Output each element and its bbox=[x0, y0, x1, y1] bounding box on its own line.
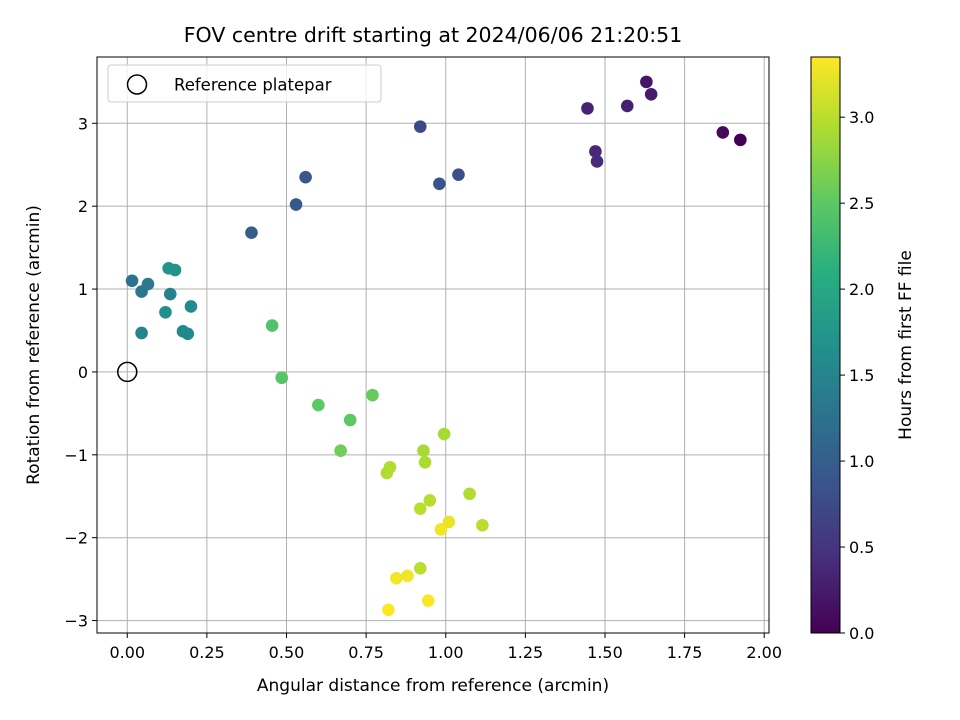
data-point bbox=[141, 277, 155, 291]
data-point bbox=[125, 274, 139, 288]
x-tick-label: 0.00 bbox=[109, 643, 145, 662]
colorbar-tick-label: 0.0 bbox=[849, 624, 874, 643]
chart-title: FOV centre drift starting at 2024/06/06 … bbox=[184, 23, 683, 47]
legend: Reference platepar bbox=[107, 64, 382, 103]
reference-marker-layer bbox=[117, 361, 138, 383]
colorbar-tick-label: 2.5 bbox=[849, 194, 874, 213]
colorbar-label: Hours from first FF file bbox=[896, 250, 916, 440]
data-point bbox=[312, 398, 325, 412]
data-point bbox=[275, 371, 289, 385]
data-point bbox=[589, 145, 602, 158]
colorbar-tick-label: 1.5 bbox=[849, 366, 874, 385]
data-point bbox=[176, 325, 190, 338]
data-point bbox=[716, 126, 730, 139]
data-point bbox=[581, 102, 594, 115]
data-point bbox=[299, 170, 312, 184]
data-point bbox=[413, 120, 427, 133]
colorbar: 0.0 0.5 1.0 1.5 2.0 2.5 3.0 Hours from first F… bbox=[810, 56, 916, 643]
y-tick-label: 0 bbox=[78, 363, 88, 382]
data-point bbox=[334, 444, 347, 457]
data-point bbox=[417, 444, 430, 457]
data-point bbox=[452, 168, 465, 181]
data-point bbox=[163, 287, 177, 301]
y-tick-label: 1 bbox=[78, 280, 88, 299]
data-point bbox=[418, 455, 432, 469]
x-axis-label: Angular distance from reference (arcmin) bbox=[257, 676, 609, 696]
data-point bbox=[640, 75, 653, 89]
grid-lines bbox=[97, 57, 769, 633]
y-tick-label: −3 bbox=[64, 612, 88, 631]
x-tick-label: 0.50 bbox=[269, 643, 305, 662]
data-point bbox=[476, 518, 489, 532]
data-point bbox=[734, 133, 747, 147]
data-point bbox=[590, 155, 604, 168]
reference-platepar-marker bbox=[117, 361, 138, 383]
data-point bbox=[159, 305, 172, 319]
data-point bbox=[413, 562, 427, 575]
data-point bbox=[421, 594, 435, 607]
y-axis-label: Rotation from reference (arcmin) bbox=[24, 205, 44, 485]
data-point bbox=[423, 494, 437, 507]
y-tick-label: 3 bbox=[78, 114, 88, 133]
data-point bbox=[380, 466, 394, 480]
data-point bbox=[434, 523, 448, 536]
data-point bbox=[382, 603, 395, 617]
colorbar-gradient bbox=[811, 57, 840, 633]
x-tick-label: 1.00 bbox=[428, 643, 464, 662]
plot-area bbox=[97, 57, 769, 633]
x-tick-label: 2.00 bbox=[746, 643, 782, 662]
data-point bbox=[437, 427, 451, 441]
data-point bbox=[184, 300, 198, 313]
data-point bbox=[442, 515, 456, 529]
data-point bbox=[390, 572, 403, 585]
colorbar-frame bbox=[810, 56, 841, 634]
data-point bbox=[265, 319, 279, 332]
colorbar-tick-label: 0.5 bbox=[849, 538, 874, 557]
data-point bbox=[620, 99, 634, 113]
data-point bbox=[135, 326, 148, 340]
colorbar-ticks: 0.0 0.5 1.0 1.5 2.0 2.5 3.0 bbox=[840, 108, 874, 643]
data-point bbox=[245, 226, 258, 240]
legend-open-circle-icon bbox=[126, 74, 148, 95]
y-axis: −3 −2 −1 0 1 2 3 bbox=[64, 114, 97, 631]
y-tick-label: −2 bbox=[64, 529, 88, 548]
colorbar-tick-label: 3.0 bbox=[849, 108, 874, 127]
legend-entry: Reference platepar bbox=[174, 76, 332, 95]
colorbar-tick-label: 1.0 bbox=[849, 452, 874, 471]
data-point bbox=[343, 413, 357, 427]
data-point bbox=[644, 87, 658, 101]
x-tick-label: 0.25 bbox=[189, 643, 225, 662]
data-points bbox=[125, 75, 747, 617]
x-tick-label: 0.75 bbox=[348, 643, 384, 662]
x-tick-label: 1.50 bbox=[587, 643, 623, 662]
x-tick-label: 1.25 bbox=[508, 643, 544, 662]
y-tick-label: 2 bbox=[78, 197, 88, 216]
data-point bbox=[413, 502, 427, 515]
data-point bbox=[366, 388, 379, 402]
x-tick-label: 1.75 bbox=[667, 643, 703, 662]
plot-frame bbox=[96, 56, 770, 634]
x-axis: 0.00 0.25 0.50 0.75 1.00 1.25 1.50 1.75 2.00 bbox=[109, 633, 782, 662]
y-tick-label: −1 bbox=[64, 446, 88, 465]
data-point bbox=[463, 487, 476, 501]
data-point bbox=[433, 177, 446, 191]
data-point bbox=[162, 262, 175, 275]
colorbar-tick-label: 2.0 bbox=[849, 280, 874, 299]
legend-box bbox=[107, 64, 382, 103]
data-point bbox=[289, 198, 303, 211]
data-point bbox=[401, 569, 414, 583]
